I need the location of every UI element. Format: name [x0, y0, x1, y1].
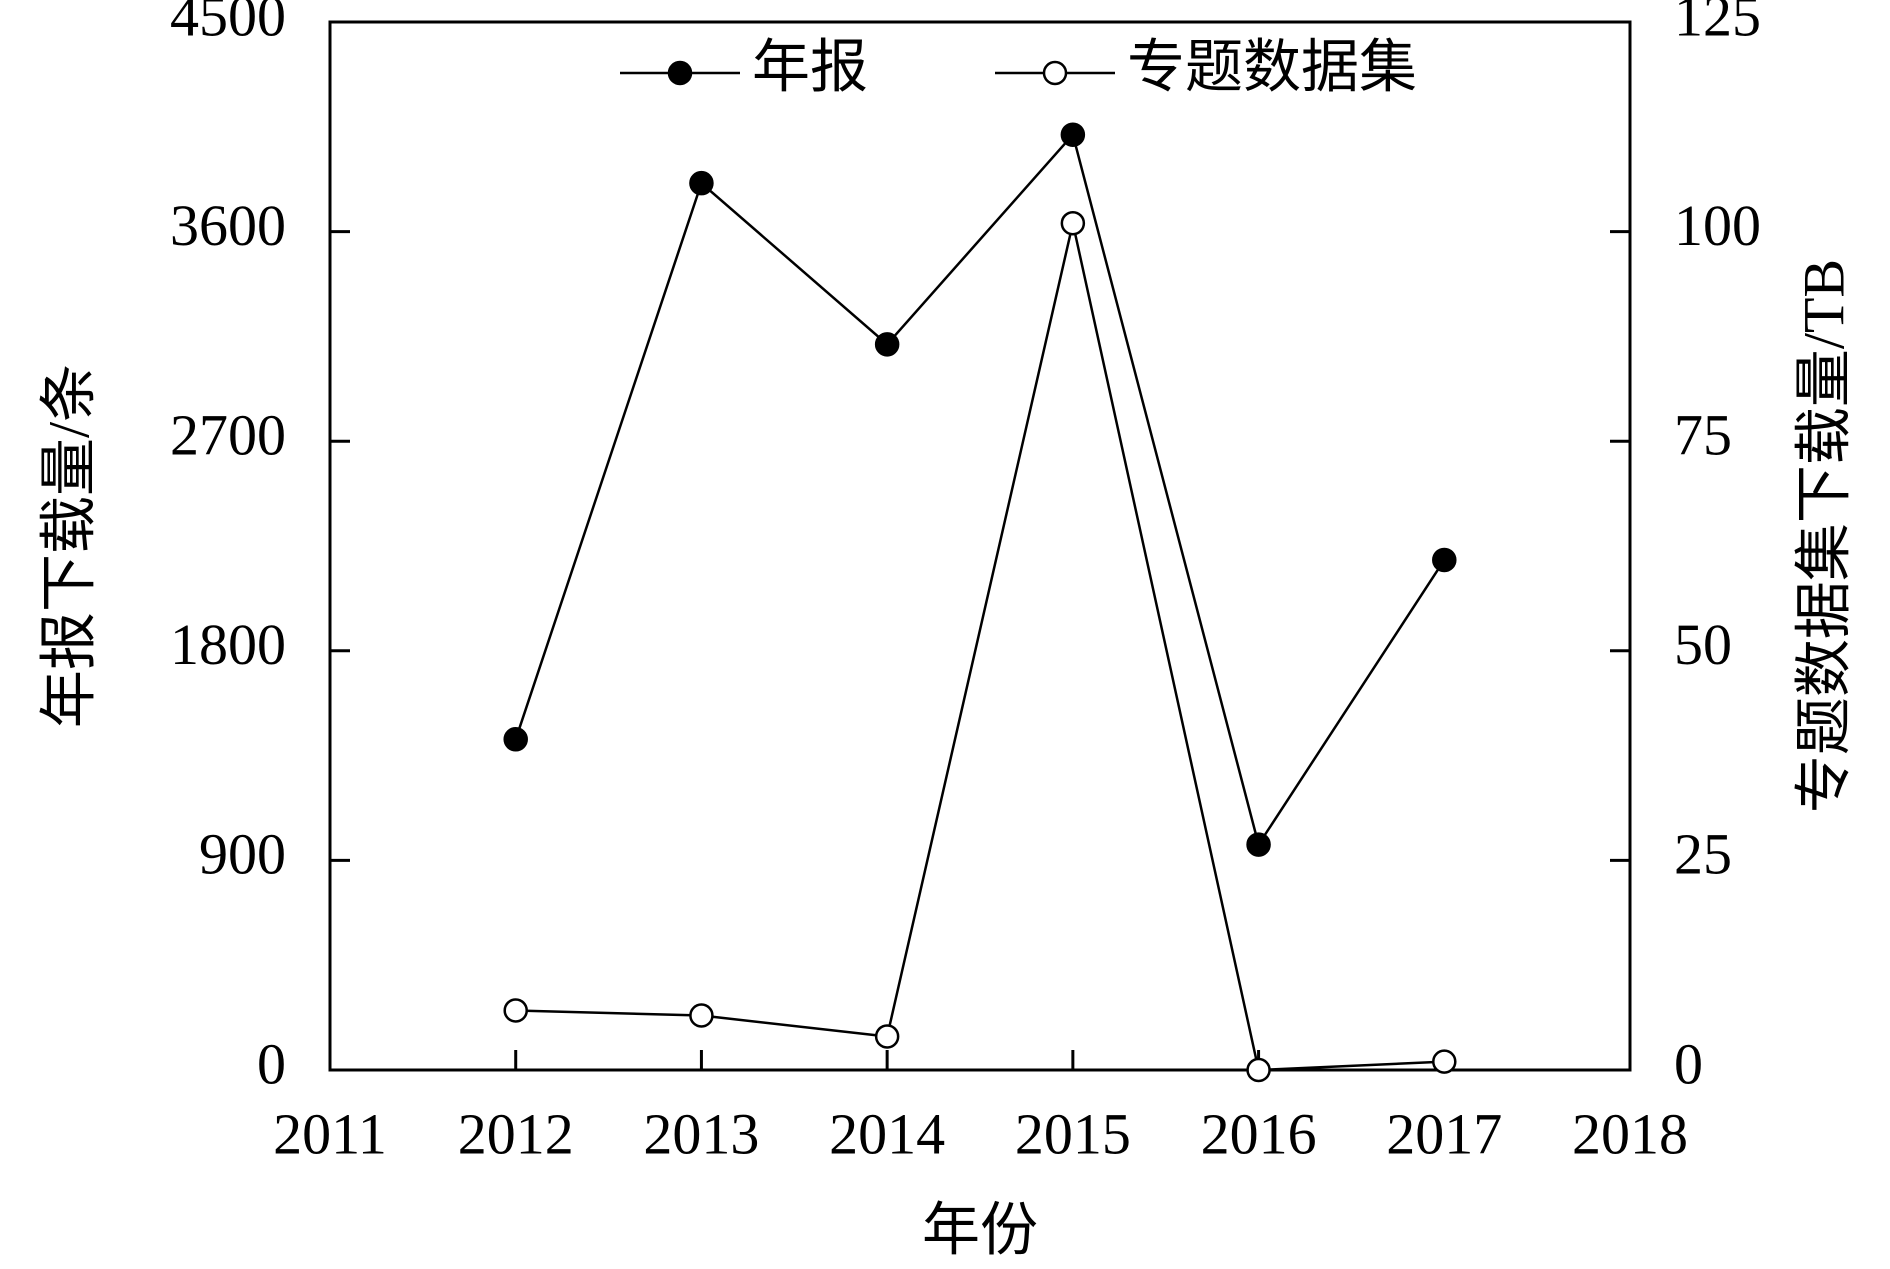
x-tick-label: 2017	[1386, 1101, 1502, 1166]
y-tick-label: 2700	[170, 403, 286, 468]
x-tick-label: 2018	[1572, 1101, 1688, 1166]
x-tick-label: 2011	[273, 1101, 387, 1166]
data-point	[1246, 1057, 1271, 1083]
y-tick-label: 4500	[170, 0, 286, 48]
legend-label: 年报	[752, 34, 868, 99]
y2-tick-label: 75	[1674, 403, 1732, 468]
x-tick-label: 2012	[458, 1101, 574, 1166]
x-tick-label: 2014	[829, 1101, 945, 1166]
legend-marker	[667, 60, 693, 86]
y2-tick-label: 50	[1674, 612, 1732, 677]
plot-frame	[328, 20, 1632, 1072]
x-axis-label: 年份	[922, 1197, 1038, 1262]
data-point	[1432, 547, 1457, 573]
data-point	[1246, 832, 1271, 857]
legend-marker	[1042, 60, 1068, 86]
data-point	[689, 1003, 714, 1028]
y2-tick-label: 25	[1674, 822, 1732, 887]
y-axis-label: 年报下载量/条	[36, 364, 101, 728]
data-point	[503, 998, 528, 1023]
x-tick-label: 2015	[1015, 1101, 1131, 1166]
data-point	[1432, 1049, 1457, 1074]
y2-tick-label: 125	[1674, 0, 1761, 48]
x-tick-label: 2013	[643, 1101, 759, 1166]
data-point	[689, 170, 714, 196]
data-point	[1060, 210, 1086, 236]
y2-axis-label: 专题数据集下载量/TB	[1791, 259, 1856, 813]
y-tick-label: 1800	[170, 612, 286, 677]
y-tick-label: 900	[199, 822, 286, 887]
data-point	[503, 727, 528, 752]
y-tick-label: 3600	[170, 193, 286, 258]
y2-tick-label: 100	[1674, 193, 1761, 258]
series-line	[514, 132, 1446, 848]
series-line	[515, 222, 1445, 1072]
legend-label: 专题数据集	[1127, 34, 1417, 99]
data-point	[874, 332, 900, 357]
y-tick-label: 0	[257, 1031, 286, 1096]
x-tick-label: 2016	[1201, 1101, 1317, 1166]
data-point	[874, 1024, 900, 1049]
data-point	[1060, 122, 1086, 147]
y2-tick-label: 0	[1674, 1031, 1703, 1096]
